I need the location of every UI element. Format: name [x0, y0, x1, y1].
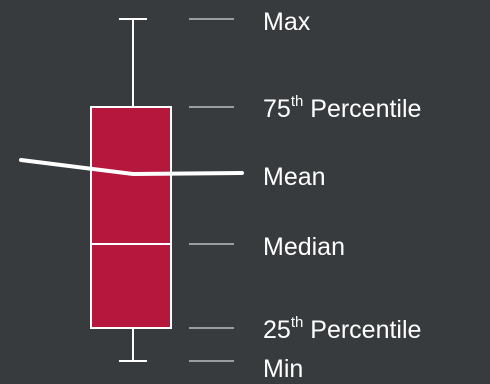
p25-label: 25th Percentile	[263, 314, 422, 344]
median-label: Median	[263, 233, 345, 261]
p75-label: 75th Percentile	[263, 93, 422, 123]
mean-line	[19, 158, 244, 176]
iqr-box	[90, 106, 172, 329]
min-label: Min	[263, 355, 304, 383]
mean-label: Mean	[263, 163, 326, 191]
max-label: Max	[263, 8, 311, 36]
